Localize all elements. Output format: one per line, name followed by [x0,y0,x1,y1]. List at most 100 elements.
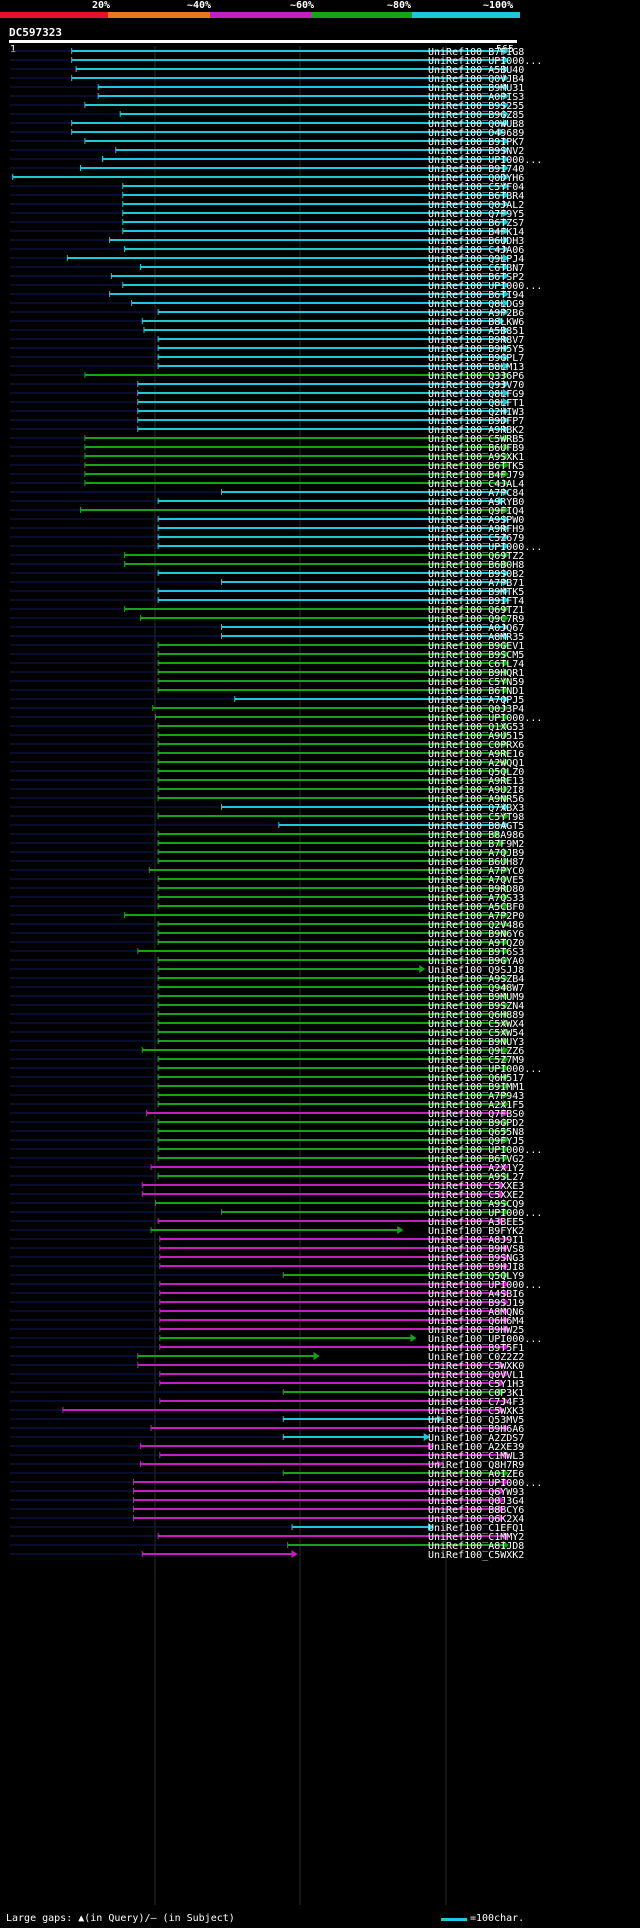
hit-label[interactable]: UniRef100_Q336P6 [428,371,524,382]
hit-row[interactable]: UniRef100_B6TVG2 [10,1154,524,1165]
hit-label[interactable]: UniRef100_UPI000... [428,1208,542,1219]
hit-label[interactable]: UniRef100_B9N6Y6 [428,929,524,940]
hit-row[interactable]: UniRef100_C1MWL3 [10,1451,524,1462]
hit-row[interactable]: UniRef100_B6TTK5 [10,461,524,472]
hit-row[interactable]: UniRef100_C0P3K1 [10,1388,524,1399]
hit-row[interactable]: UniRef100_B6UH87 [10,857,524,868]
hit-label[interactable]: UniRef100_Q93V70 [428,380,524,391]
hit-row[interactable]: UniRef100_A7P943 [10,1091,524,1102]
hit-row[interactable]: UniRef100_B4FK14 [10,227,524,238]
hit-label[interactable]: UniRef100_B6TTK5 [428,461,524,472]
hit-row[interactable]: UniRef100_B9NUY3 [10,1037,524,1048]
hit-label[interactable]: UniRef100_A5CBF0 [428,902,524,913]
hit-row[interactable]: UniRef100_Q6H517 [10,1073,524,1084]
hit-label[interactable]: UniRef100_Q0VJB4 [428,74,524,85]
hit-row[interactable]: UniRef100_C1EFQ1 [10,1523,524,1534]
hit-label[interactable]: UniRef100_B9R8V7 [428,335,524,346]
hit-row[interactable]: UniRef100_A8J9I1 [10,1235,524,1246]
hit-label[interactable]: UniRef100_B6TZS7 [428,218,524,229]
hit-row[interactable]: UniRef100_C5XXE2 [10,1190,524,1201]
hit-row[interactable]: UniRef100_C4JAL4 [10,479,524,490]
hit-row[interactable]: UniRef100_B4FJ79 [10,470,524,481]
hit-label[interactable]: UniRef100_Q6H517 [428,1073,524,1084]
hit-row[interactable]: UniRef100_C5YN59 [10,677,524,688]
hit-row[interactable]: UniRef100_C5XWX4 [10,1019,524,1030]
hit-label[interactable]: UniRef100_Q8H7R9 [428,1460,524,1471]
hit-label[interactable]: UniRef100_B8A986 [428,830,524,841]
hit-label[interactable]: UniRef100_Q8LDG9 [428,299,524,310]
hit-row[interactable]: UniRef100_UPI000... [10,155,542,166]
hit-row[interactable]: UniRef100_Q0DYH6 [10,173,524,184]
hit-label[interactable]: UniRef100_B8LKW6 [428,317,524,328]
hit-row[interactable]: UniRef100_Q0VJB4 [10,74,524,85]
hit-row[interactable]: UniRef100_C7J4F3 [10,1397,524,1408]
hit-row[interactable]: UniRef100_B9MUM9 [10,992,524,1003]
hit-row[interactable]: UniRef100_B9SZN4 [10,1001,524,1012]
hit-label[interactable]: UniRef100_Q6YW93 [428,1487,524,1498]
hit-row[interactable]: UniRef100_B9MTK5 [10,587,524,598]
hit-label[interactable]: UniRef100_C5YF04 [428,182,524,193]
hit-label[interactable]: UniRef100_A7QS33 [428,893,524,904]
hit-row[interactable]: UniRef100_B9N6Y6 [10,929,524,940]
hit-row[interactable]: UniRef100_B9SCM5 [10,650,524,661]
hit-label[interactable]: UniRef100_C5Z7M9 [428,1055,524,1066]
hit-row[interactable]: UniRef100_Q53MV5 [10,1415,524,1426]
hit-row[interactable]: UniRef100_A9SZB4 [10,974,524,985]
hit-row[interactable]: UniRef100_B9HJI8 [10,1262,524,1273]
hit-label[interactable]: UniRef100_Q9SJJ8 [428,965,524,976]
hit-row[interactable]: UniRef100_A5CBF0 [10,902,524,913]
hit-label[interactable]: UniRef100_C1EFQ1 [428,1523,524,1534]
hit-label[interactable]: UniRef100_UPI000... [428,1280,542,1291]
hit-label[interactable]: UniRef100_B9HQR1 [428,668,524,679]
hit-row[interactable]: UniRef100_B9GPL7 [10,353,524,364]
hit-row[interactable]: UniRef100_A9RE16 [10,749,524,760]
hit-label[interactable]: UniRef100_A3BEE5 [428,1217,524,1228]
hit-row[interactable]: UniRef100_Q948W7 [10,983,524,994]
hit-row[interactable]: UniRef100_A9U515 [10,731,524,742]
hit-row[interactable]: UniRef100_A0IZE6 [10,1469,524,1480]
hit-row[interactable]: UniRef100_B9RD80 [10,884,524,895]
hit-row[interactable]: UniRef100_Q7XBX3 [10,803,524,814]
hit-label[interactable]: UniRef100_Q69TZ1 [428,605,524,616]
hit-label[interactable]: UniRef100_B9HVS8 [428,1244,524,1255]
hit-row[interactable]: UniRef100_C6TL74 [10,659,524,670]
hit-label[interactable]: UniRef100_B9HW25 [428,1325,524,1336]
hit-row[interactable]: UniRef100_Q2V486 [10,920,524,931]
hit-label[interactable]: UniRef100_B9GPL7 [428,353,524,364]
hit-row[interactable]: UniRef100_Q6YW93 [10,1487,524,1498]
hit-row[interactable]: UniRef100_B9R8V7 [10,335,524,346]
hit-label[interactable]: UniRef100_C4JAL4 [428,479,524,490]
hit-label[interactable]: UniRef100_B9GPD2 [428,1118,524,1129]
hit-row[interactable]: UniRef100_UPI000... [10,1280,542,1291]
hit-label[interactable]: UniRef100_Q9LZZ6 [428,1046,524,1057]
hit-label[interactable]: UniRef100_C5YN59 [428,677,524,688]
hit-label[interactable]: UniRef100_Q9C7R9 [428,614,524,625]
hit-label[interactable]: UniRef100_B9S0B2 [428,569,524,580]
hit-label[interactable]: UniRef100_A2ZDS7 [428,1433,524,1444]
hit-row[interactable]: UniRef100_B6UFB9 [10,443,524,454]
hit-row[interactable]: UniRef100_A9RFH9 [10,524,524,535]
hit-label[interactable]: UniRef100_UPI000... [428,281,542,292]
hit-row[interactable]: UniRef100_B9GPD2 [10,1118,524,1129]
hit-row[interactable]: UniRef100_A4SBI6 [10,1289,524,1300]
hit-label[interactable]: UniRef100_A8MR35 [428,632,524,643]
hit-row[interactable]: UniRef100_B6TI94 [10,290,524,301]
hit-row[interactable]: UniRef100_A9SXK1 [10,452,524,463]
hit-label[interactable]: UniRef100_Q8LFT1 [428,398,524,409]
hit-label[interactable]: UniRef100_A0JQ67 [428,623,524,634]
hit-row[interactable]: UniRef100_Q0J3G4 [10,1496,524,1507]
hit-label[interactable]: UniRef100_A9RFH9 [428,524,524,535]
hit-row[interactable]: UniRef100_Q0VVL1 [10,1370,524,1381]
hit-label[interactable]: UniRef100_UPI000... [428,1334,542,1345]
hit-label[interactable]: UniRef100_Q0VVL1 [428,1370,524,1381]
hit-row[interactable]: UniRef100_B6TSP2 [10,272,524,283]
hit-label[interactable]: UniRef100_A7PYC0 [428,866,524,877]
hit-label[interactable]: UniRef100_A4SBI6 [428,1289,524,1300]
hit-row[interactable]: UniRef100_A9U2I8 [10,785,524,796]
hit-row[interactable]: UniRef100_B7FIG8 [10,47,524,58]
hit-label[interactable]: UniRef100_C5WXK2 [428,1550,524,1561]
hit-row[interactable]: UniRef100_UPI000... [10,281,542,292]
hit-row[interactable]: UniRef100_C4JA06 [10,245,524,256]
hit-label[interactable]: UniRef100_Q9LPJ4 [428,254,524,265]
hit-row[interactable]: UniRef100_B9T5F1 [10,1343,524,1354]
